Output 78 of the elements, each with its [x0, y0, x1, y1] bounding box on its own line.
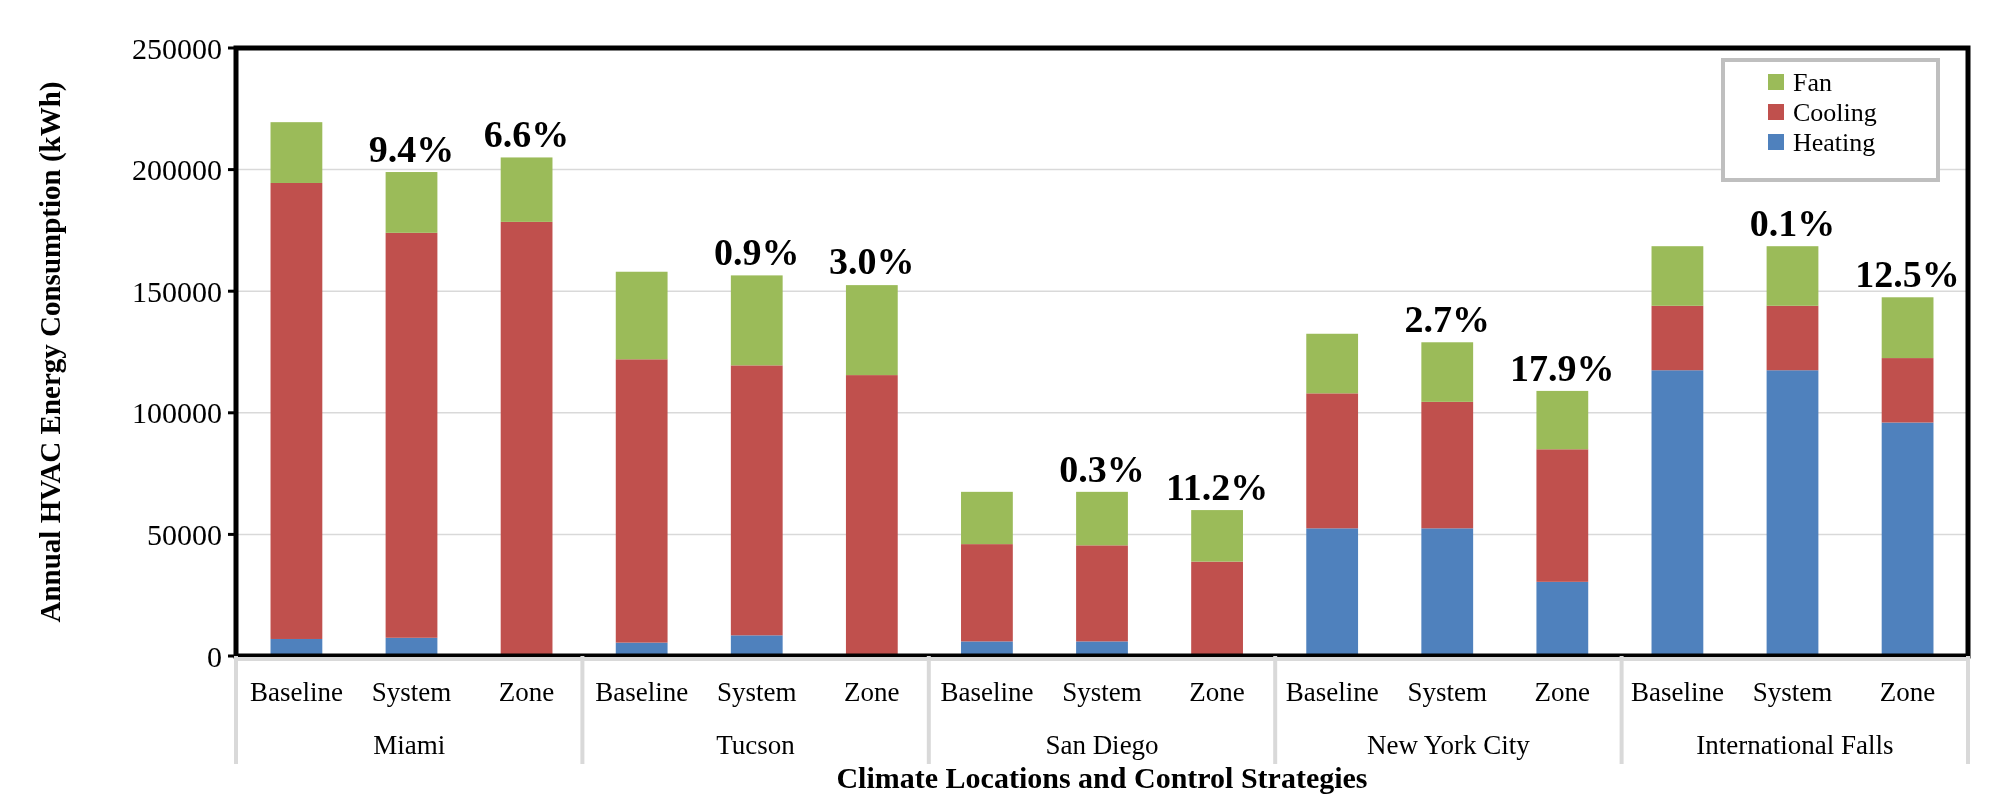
bar [615, 271, 668, 360]
x-tick-label: Zone [1189, 677, 1245, 707]
annotation: 3.0% [829, 239, 915, 282]
bar [1421, 401, 1474, 529]
legend-label: Cooling [1793, 98, 1877, 128]
annotation: 6.6% [483, 113, 570, 156]
bar [730, 275, 783, 366]
text: Miami [373, 730, 446, 760]
x-tick-label: Zone [844, 677, 900, 707]
bar [1191, 561, 1243, 656]
bar [1651, 246, 1704, 306]
annotation: 0.9% [714, 231, 800, 274]
bar [1076, 491, 1128, 546]
bar [500, 221, 553, 656]
bar [1421, 528, 1474, 656]
bar [1651, 305, 1704, 371]
annotation: 0.3% [1059, 447, 1145, 490]
bar [730, 635, 783, 656]
bar [1536, 390, 1589, 450]
bar [845, 375, 898, 656]
x-tick-label: System [1407, 677, 1488, 707]
text: New York City [1367, 730, 1531, 760]
annotation: 11.2% [1165, 466, 1269, 509]
x-tick-label: Baseline [1630, 677, 1724, 707]
bar [1421, 342, 1474, 402]
bar [1191, 510, 1243, 562]
annotation: 9.4% [368, 128, 455, 171]
x-tick-label: Zone [1534, 677, 1591, 707]
x-tick-label: Baseline [249, 677, 343, 707]
bar [270, 122, 323, 183]
bar [961, 544, 1013, 642]
bar [1766, 305, 1819, 371]
bar [1766, 246, 1819, 306]
x-tick-label: System [1062, 677, 1142, 707]
annotation: 2.7% [1404, 298, 1490, 341]
x-axis-title: Climate Locations and Control Strategies [836, 761, 1368, 794]
bar [1881, 422, 1934, 656]
bar [500, 157, 553, 222]
y-tick-label: 250000 [132, 31, 222, 65]
annotation: 0.1% [1749, 202, 1836, 245]
text: International Falls [1696, 730, 1894, 760]
bar [1076, 545, 1128, 642]
bar [1766, 370, 1819, 656]
x-tick-label: Baseline [1285, 677, 1379, 707]
x-tick-label: Zone [498, 677, 555, 707]
y-tick-label: 100000 [132, 396, 222, 430]
bar [1536, 449, 1589, 582]
y-tick-label: 50000 [147, 517, 222, 551]
annotation: 17.9% [1510, 346, 1615, 389]
y-tick-label: 200000 [132, 153, 222, 187]
legend-label: Heating [1793, 128, 1876, 158]
bar [1306, 393, 1359, 529]
bar [1306, 528, 1359, 656]
x-tick-label: Zone [1879, 677, 1936, 707]
y-axis-title: Annual HVAC Energy Consumption (kWh) [34, 81, 67, 623]
x-tick-label: System [1752, 677, 1833, 707]
bar [1881, 358, 1934, 423]
text: Tucson [716, 730, 796, 760]
bar [961, 491, 1013, 545]
legend-label: Fan [1793, 68, 1832, 98]
text: San Diego [1045, 730, 1159, 760]
x-tick-label: System [371, 677, 452, 707]
x-tick-label: Baseline [595, 677, 689, 707]
bar [1536, 581, 1589, 656]
bar [385, 172, 438, 233]
y-tick-label: 0 [207, 639, 222, 673]
bar [1306, 333, 1359, 394]
x-tick-label: Baseline [940, 677, 1034, 707]
bar [270, 182, 323, 639]
bar [1651, 370, 1704, 656]
annotation: 12.5% [1855, 253, 1960, 296]
bar [730, 365, 783, 636]
bar [615, 359, 668, 643]
bar [1881, 297, 1934, 359]
y-tick-label: 150000 [132, 274, 222, 308]
bar [385, 232, 438, 638]
bar [845, 285, 898, 376]
x-tick-label: System [716, 677, 797, 707]
